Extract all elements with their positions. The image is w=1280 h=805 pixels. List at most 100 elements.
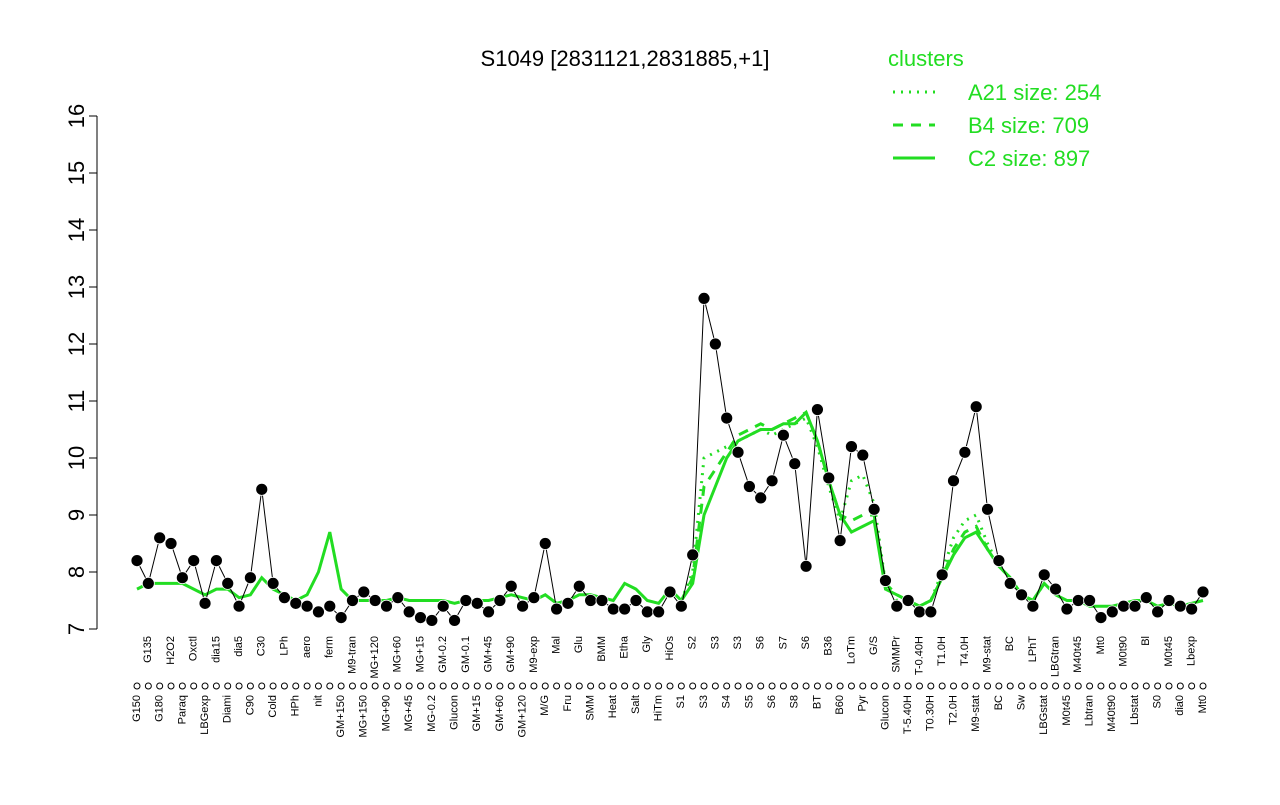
x-tick-label: G180	[154, 695, 166, 722]
x-tick-label: T-0.40H	[913, 636, 925, 675]
rug-dot	[1199, 682, 1207, 690]
x-tick-label: dia0	[1174, 695, 1186, 716]
rug-dot	[326, 682, 334, 690]
x-tick-label: MG+90	[380, 695, 392, 731]
rug-dot	[496, 682, 504, 690]
rug-dot	[995, 682, 1003, 690]
rug-dot	[303, 682, 311, 690]
probe-point	[232, 599, 246, 613]
rug-dot	[1063, 682, 1071, 690]
probe-point	[436, 599, 450, 613]
rug-dot	[881, 682, 889, 690]
probe-point	[969, 400, 983, 414]
rug-dot	[723, 682, 731, 690]
probe-point	[255, 482, 269, 496]
rug-dot	[768, 682, 776, 690]
rug-dot	[972, 682, 980, 690]
x-tick-label: S2	[687, 636, 699, 649]
rug-dot	[1142, 682, 1150, 690]
x-tick-label: MG+45	[403, 695, 415, 731]
y-tick-label: 13	[64, 275, 89, 299]
rug-dot	[417, 682, 425, 690]
probe-point	[663, 585, 677, 599]
probe-point	[822, 471, 836, 485]
rug-dot	[927, 682, 935, 690]
x-tick-label: M40t45	[1072, 636, 1084, 673]
x-tick-label: LPhT	[1027, 636, 1039, 663]
probe-point	[890, 599, 904, 613]
y-tick-label: 9	[64, 509, 89, 521]
probe-point	[561, 596, 575, 610]
legend-title: clusters	[888, 46, 964, 71]
rug-dot	[394, 682, 402, 690]
probe-point	[856, 448, 870, 462]
probe-point	[493, 594, 507, 607]
x-tick-label: LBGstat	[1038, 695, 1050, 735]
probe-point	[368, 594, 382, 607]
rug-dot	[485, 682, 493, 690]
rug-dot	[564, 682, 572, 690]
x-tick-label: GM+60	[494, 695, 506, 731]
rug-dot	[598, 682, 606, 690]
x-tick-label: S6	[800, 636, 812, 649]
probe-point	[187, 554, 201, 567]
probe-point	[1060, 602, 1074, 616]
x-tick-label: B36	[823, 636, 835, 656]
probe-point	[1151, 605, 1165, 619]
probe-point	[879, 574, 892, 587]
probe-point	[867, 502, 881, 516]
x-tick-label: H2O2	[165, 636, 177, 665]
x-tick-label: GM+45	[482, 636, 494, 672]
x-tick-label: Sw	[1015, 695, 1027, 710]
x-tick-label: HiTm	[653, 695, 665, 721]
x-tick-label: Lbexp	[1186, 636, 1198, 666]
probe-point	[289, 596, 303, 610]
rug-dot	[587, 682, 595, 690]
rug-dot	[802, 682, 810, 690]
probe-point	[992, 554, 1006, 567]
x-tick-label: M0t45	[1163, 636, 1175, 667]
probe-point	[357, 585, 371, 599]
x-tick-label: M9-tran	[346, 636, 358, 674]
x-tick-label: ferm	[324, 636, 336, 658]
probe-point	[584, 594, 598, 607]
rug-dot	[961, 682, 969, 690]
x-tick-label: S5	[743, 695, 755, 708]
rug-dot	[519, 682, 527, 690]
probe-point	[425, 614, 439, 627]
probe-point	[845, 440, 858, 454]
probe-point	[629, 594, 643, 607]
probe-point	[1105, 605, 1119, 619]
rug-dot	[609, 682, 617, 690]
y-tick-label: 16	[64, 104, 89, 128]
y-tick-label: 12	[64, 332, 89, 356]
x-tick-label: MG+60	[392, 636, 404, 672]
legend-label: C2 size: 897	[968, 146, 1090, 171]
x-tick-label: Lbtran	[1084, 695, 1096, 726]
probe-point	[504, 579, 518, 593]
rug-dot	[371, 682, 379, 690]
x-tick-label: BC	[993, 695, 1005, 710]
legend-label: B4 size: 709	[968, 113, 1089, 138]
probe-point	[1185, 602, 1199, 616]
x-tick-label: nit	[312, 695, 324, 707]
x-tick-label: aero	[301, 636, 313, 658]
x-tick-label: Heat	[607, 695, 619, 718]
rug-dot	[813, 682, 821, 690]
rug-dot	[382, 682, 390, 690]
rug-dot	[1086, 682, 1094, 690]
x-tick-label: Bl	[1140, 636, 1152, 646]
probe-point	[924, 605, 938, 619]
probe-point	[175, 571, 189, 585]
chart-title: S1049 [2831121,2831885,+1]	[481, 46, 770, 71]
rug-dot	[666, 682, 674, 690]
x-tick-label: GM+120	[516, 695, 528, 738]
y-tick-label: 8	[64, 566, 89, 578]
rug-dot	[530, 682, 538, 690]
rug-dot	[745, 682, 753, 690]
x-tick-label: Oxctl	[188, 636, 200, 661]
x-tick-label: BC	[1004, 636, 1016, 651]
probe-point	[1094, 611, 1108, 624]
x-tick-label: Etha	[619, 635, 631, 659]
x-tick-label: Glu	[573, 636, 585, 653]
